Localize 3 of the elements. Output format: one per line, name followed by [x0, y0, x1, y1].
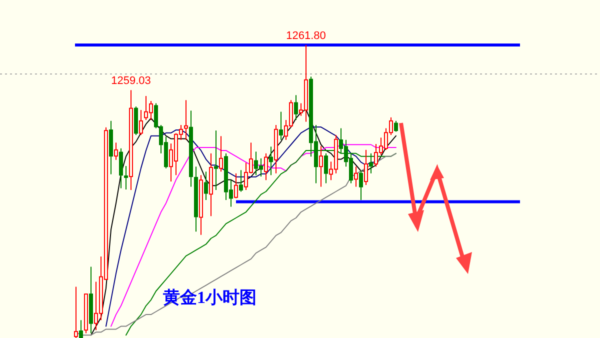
annotation: 1259.03 — [111, 75, 151, 88]
text: 黄金1小时图 — [162, 288, 256, 307]
annotation: 1261.80 — [286, 30, 326, 42]
